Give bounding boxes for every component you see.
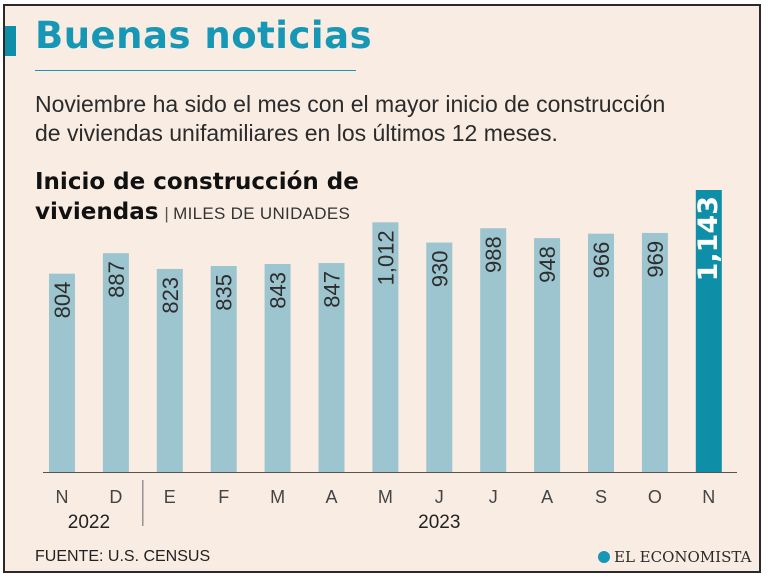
bar-value-label-4: 843 (266, 272, 291, 309)
year-label-2022: 2022 (68, 512, 110, 533)
bar-5 (318, 263, 345, 472)
x-tick-label-1: D (109, 487, 122, 507)
publisher-logo: EL ECONOMISTA (598, 548, 751, 566)
bar-value-label-10: 966 (589, 242, 614, 279)
bar-value-label-3: 835 (212, 274, 237, 311)
bar-value-label-5: 847 (320, 271, 345, 308)
x-tick-label-0: N (56, 487, 69, 507)
x-tick-label-12: N (702, 487, 715, 507)
x-tick-label-2: E (164, 487, 176, 507)
chart-title-line-2: viviendas | MILES DE UNIDADES (35, 197, 455, 229)
bar-value-label-12: 1,143 (693, 196, 724, 281)
x-tick-label-5: A (325, 487, 337, 507)
bar-chart: 804 N 887 D 823 E 835 F 843 M 847 A 1,012 M 930 J 988 J 94… (43, 190, 737, 533)
bar-value-label-2: 823 (158, 277, 183, 314)
bar-2 (156, 268, 183, 472)
x-tick-label-4: M (270, 487, 285, 507)
source-note: FUENTE: U.S. CENSUS (35, 548, 211, 565)
bar-11 (641, 232, 668, 472)
bar-value-label-7: 930 (427, 251, 452, 288)
bar-9 (534, 238, 561, 472)
bar-3 (210, 265, 237, 472)
infographic-frame: Buenas noticias Noviembre ha sido el mes… (3, 4, 761, 573)
bar-1 (102, 253, 129, 472)
x-tick-label-3: F (218, 487, 229, 507)
bar-value-label-0: 804 (50, 282, 75, 319)
chart-title-line-1: Inicio de construcción de (35, 169, 359, 195)
el-economista-logo-icon (598, 551, 610, 563)
bar-value-label-9: 948 (535, 246, 560, 283)
bar-7 (426, 242, 453, 472)
x-tick-label-8: J (489, 487, 498, 507)
logo-text: EL ECONOMISTA (614, 548, 752, 566)
chart-unit: | MILES DE UNIDADES (164, 204, 351, 223)
bar-8 (480, 228, 507, 472)
bar-10 (588, 233, 614, 472)
bar-0 (49, 273, 75, 472)
bar-4 (264, 264, 291, 472)
bar-value-label-6: 1,012 (373, 230, 398, 285)
x-tick-label-10: S (595, 487, 607, 507)
year-label-2023: 2023 (418, 512, 460, 533)
bar-value-label-11: 969 (643, 241, 668, 278)
x-tick-label-6: M (378, 487, 393, 507)
page-title: Buenas noticias (35, 14, 373, 57)
chart-title: Inicio de construcción de viviendas | MILE… (35, 167, 455, 229)
chart-unit-text: MILES DE UNIDADES (173, 204, 351, 223)
subtitle: Noviembre ha sido el mes con el mayor in… (35, 90, 735, 148)
x-tick-label-7: J (435, 487, 444, 507)
x-tick-label-11: O (648, 487, 662, 507)
subtitle-line-1: Noviembre ha sido el mes con el mayor in… (35, 91, 666, 117)
bar-value-label-1: 887 (104, 261, 129, 298)
bar-12 (695, 190, 722, 472)
x-tick-label-9: A (541, 487, 553, 507)
bar-value-label-8: 988 (481, 236, 506, 273)
subtitle-line-2: de viviendas unifamiliares en los último… (35, 120, 558, 146)
title-underline (35, 70, 356, 71)
bar-6 (372, 222, 399, 472)
title-accent-bar (5, 26, 16, 56)
chart-title-line-2-text: viviendas (35, 199, 159, 225)
